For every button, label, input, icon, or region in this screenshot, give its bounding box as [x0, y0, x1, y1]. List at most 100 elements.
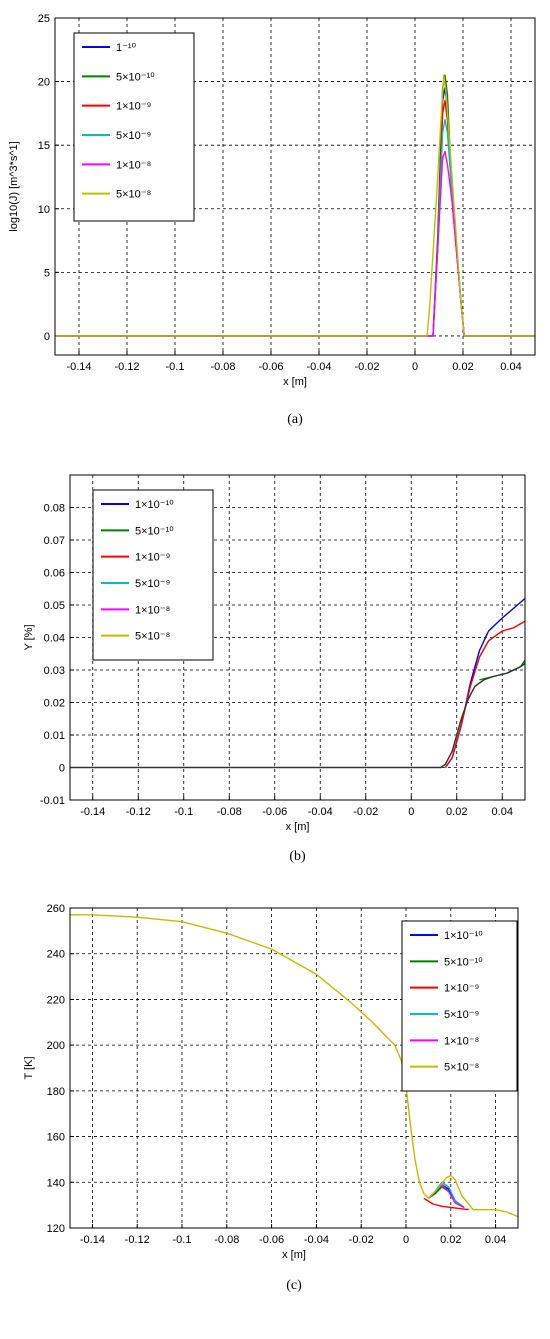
x-tick-label: -0.08 — [210, 361, 235, 373]
axes-box — [54, 17, 536, 356]
legend: 1×10⁻¹⁰ 5×10⁻¹⁰ 1×10⁻⁹ 5×10⁻⁹ 1×10⁻⁸ 5×10⁻⁸ — [92, 489, 214, 661]
x-tick-label: -0.1 — [166, 361, 185, 373]
legend-label: 1×10⁻⁸ — [135, 604, 170, 616]
legend-label: 1×10⁻⁹ — [135, 552, 170, 564]
y-tick-label: 240 — [47, 949, 65, 961]
x-tick-label: 0 — [403, 1234, 409, 1246]
y-tick-label: 0.04 — [44, 633, 65, 645]
y-tick-label: 140 — [47, 1177, 65, 1189]
legend-label: 5×10⁻⁹ — [444, 1009, 479, 1021]
legend-label: 1×10⁻⁸ — [116, 159, 151, 171]
legend-label: 5×10⁻⁸ — [116, 189, 151, 201]
x-axis-label: x [m] — [282, 1249, 306, 1261]
x-tick-label: -0.08 — [217, 806, 242, 818]
x-tick-label: -0.1 — [173, 1234, 192, 1246]
y-axis-label: log10(J) [m^3*s^1] — [8, 141, 20, 231]
y-tick-label: 20 — [38, 77, 50, 89]
legend-box — [401, 920, 518, 1092]
y-axis-label: Y [%] — [23, 624, 35, 650]
y-tick-label: 0.08 — [44, 503, 65, 515]
legend-box — [73, 32, 195, 222]
legend: 1⁻¹⁰ 5×10⁻¹⁰ 1×10⁻⁹ 5×10⁻⁹ 1×10⁻⁸ 5×10⁻⁸ — [73, 32, 195, 222]
figure-caption: (a) — [287, 412, 303, 427]
axes-box — [69, 907, 519, 1229]
y-tick-label: 120 — [47, 1223, 65, 1235]
legend-label: 5×10⁻⁸ — [444, 1062, 479, 1074]
y-tick-label: 0.06 — [44, 568, 65, 580]
x-tick-label: -0.02 — [353, 806, 378, 818]
series-line-5 — [70, 914, 518, 1218]
x-tick-label: -0.14 — [66, 361, 91, 373]
y-tick-label: 0.05 — [44, 600, 65, 612]
y-tick-label: 0.01 — [44, 730, 65, 742]
y-tick-label: 260 — [47, 903, 65, 915]
x-tick-label: -0.12 — [126, 806, 151, 818]
y-tick-label: 180 — [47, 1086, 65, 1098]
y-tick-label: -0.01 — [40, 795, 65, 807]
y-tick-label: 5 — [44, 267, 50, 279]
y-tick-label: 0.03 — [44, 665, 65, 677]
chart-b: -0.14 -0.12 -0.1 -0.08 -0.06 -0.04 -0.02 0 0.02 0… — [23, 474, 526, 864]
x-tick-label: 0.02 — [446, 806, 467, 818]
legend: 1×10⁻¹⁰ 5×10⁻¹⁰ 1×10⁻⁹ 5×10⁻⁹ 1×10⁻⁸ 5×10⁻⁸ — [401, 920, 518, 1092]
y-tick-label: 200 — [47, 1040, 65, 1052]
legend-label: 5×10⁻¹⁰ — [116, 71, 155, 83]
figure-caption: (b) — [289, 849, 306, 864]
legend-box — [92, 489, 214, 661]
y-tick-label: 10 — [38, 204, 50, 216]
legend-label: 5×10⁻¹⁰ — [444, 956, 483, 968]
legend-label: 5×10⁻⁹ — [116, 130, 151, 142]
chart-a: -0.14 -0.12 -0.1 -0.08 -0.06 -0.04 -0.02 0 0.02 0… — [8, 13, 536, 427]
x-tick-label: -0.02 — [354, 361, 379, 373]
y-tick-label: 220 — [47, 994, 65, 1006]
legend-label: 5×10⁻¹⁰ — [135, 525, 174, 537]
series-group — [70, 597, 525, 769]
x-tick-label: -0.02 — [349, 1234, 374, 1246]
y-tick-label: 0 — [59, 763, 65, 775]
legend-label: 1×10⁻⁸ — [444, 1035, 479, 1047]
axes-box — [69, 474, 526, 801]
legend-label: 1×10⁻⁹ — [444, 983, 479, 995]
legend-label: 1×10⁻⁹ — [116, 101, 151, 113]
x-tick-label: -0.06 — [259, 1234, 284, 1246]
x-tick-label: -0.04 — [306, 361, 331, 373]
x-tick-label: 0.02 — [440, 1234, 461, 1246]
legend-label: 5×10⁻⁸ — [135, 631, 170, 643]
y-tick-label: 25 — [38, 13, 50, 25]
x-axis-label: x [m] — [286, 821, 310, 833]
x-tick-label: -0.12 — [125, 1234, 150, 1246]
x-tick-label: -0.1 — [174, 806, 193, 818]
legend-label: 5×10⁻⁹ — [135, 578, 170, 590]
series-line-2 — [444, 620, 525, 768]
x-tick-label: 0 — [408, 806, 414, 818]
x-tick-label: -0.12 — [114, 361, 139, 373]
x-tick-label: -0.14 — [80, 806, 105, 818]
series-line-6 — [70, 662, 525, 769]
legend-label: 1⁻¹⁰ — [116, 42, 137, 54]
x-tick-label: 0.04 — [485, 1234, 506, 1246]
x-tick-label: -0.04 — [304, 1234, 329, 1246]
chart-c: -0.14 -0.12 -0.1 -0.08 -0.06 -0.04 -0.02 0 0.02 0… — [23, 903, 519, 1293]
x-tick-label: 0.04 — [500, 361, 521, 373]
x-tick-label: 0 — [412, 361, 418, 373]
y-tick-label: 0 — [44, 331, 50, 343]
y-axis-label: T [K] — [23, 1056, 35, 1079]
x-tick-label: -0.08 — [214, 1234, 239, 1246]
x-tick-label: 0.02 — [452, 361, 473, 373]
series-group — [70, 914, 518, 1218]
x-tick-label: -0.06 — [258, 361, 283, 373]
y-tick-label: 160 — [47, 1132, 65, 1144]
figure-caption: (c) — [286, 1278, 302, 1293]
x-tick-label: -0.14 — [80, 1234, 105, 1246]
x-tick-label: -0.04 — [308, 806, 333, 818]
series-group — [55, 74, 535, 337]
y-tick-label: 0.02 — [44, 698, 65, 710]
y-tick-label: 15 — [38, 140, 50, 152]
x-tick-label: -0.06 — [262, 806, 287, 818]
x-tick-label: 0.04 — [492, 806, 513, 818]
x-axis-label: x [m] — [283, 376, 307, 388]
series-line-5 — [55, 74, 535, 337]
y-tick-label: 0.07 — [44, 535, 65, 547]
legend-label: 1×10⁻¹⁰ — [444, 930, 483, 942]
